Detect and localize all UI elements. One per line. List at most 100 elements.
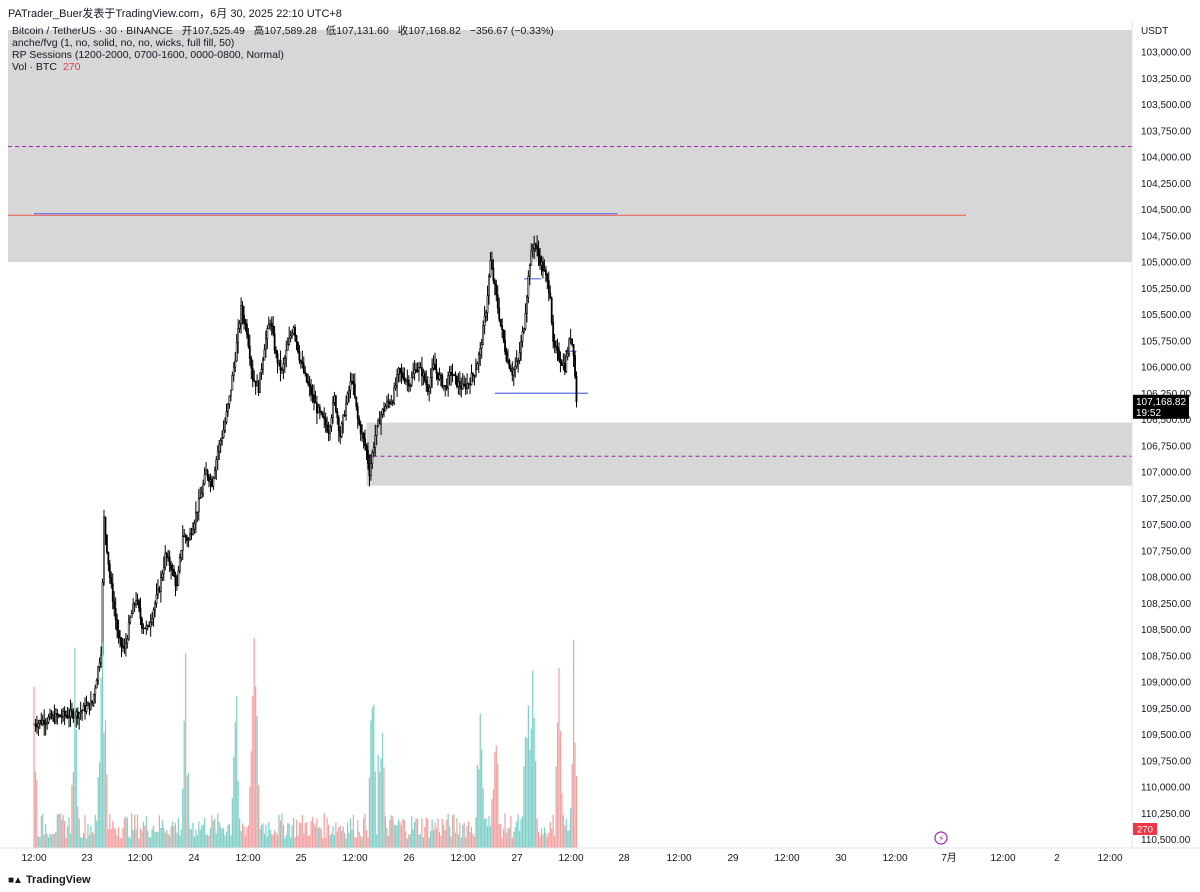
candle-body	[355, 396, 358, 407]
candle-body	[362, 432, 365, 439]
volume-bar	[120, 837, 123, 848]
ohlc-legend-row[interactable]: Bitcoin / TetherUS · 30 · BINANCE 开107,5…	[12, 25, 554, 37]
volume-bar	[202, 824, 204, 848]
high-label: 高	[253, 25, 265, 37]
volume-bar	[396, 824, 398, 848]
volume-bar	[377, 754, 379, 848]
candle-body	[448, 372, 451, 376]
candle-body	[46, 721, 49, 724]
volume-label[interactable]: Vol · BTC	[12, 61, 57, 73]
volume-bar	[376, 834, 378, 848]
volume-bar	[419, 833, 422, 848]
volume-bar	[196, 834, 198, 848]
candle-body	[416, 370, 419, 372]
symbol-label[interactable]: Bitcoin / TetherUS · 30 · BINANCE	[12, 25, 173, 37]
indicator-sessions-label[interactable]: RP Sessions (1200-2000, 0700-1600, 0000-…	[12, 49, 284, 61]
volume-bar	[438, 832, 441, 848]
volume-bar	[256, 716, 258, 848]
volume-bar	[310, 820, 312, 848]
candle-body	[251, 367, 254, 381]
volume-bar	[109, 814, 111, 848]
candle-body	[337, 417, 340, 432]
volume-bar	[352, 814, 354, 848]
close-label: 收	[397, 25, 409, 37]
volume-bar	[572, 639, 575, 848]
candle-body	[387, 400, 390, 403]
candle-body	[314, 401, 317, 404]
fvg-zone	[366, 422, 1132, 486]
volume-bar	[113, 827, 115, 848]
candle-body	[184, 534, 187, 539]
volume-bar	[443, 824, 445, 848]
candle-body	[442, 384, 445, 388]
volume-bar	[479, 713, 481, 848]
candle-body	[275, 350, 277, 354]
volume-bar	[47, 837, 50, 848]
candle-body	[56, 713, 59, 717]
volume-bar	[131, 813, 133, 848]
volume-bar	[119, 838, 121, 848]
candle-body	[132, 603, 135, 614]
volume-bar	[82, 832, 85, 848]
change-value: −356.67 (−0.33%)	[469, 25, 554, 37]
volume-bar	[390, 815, 392, 848]
volume-bar	[148, 836, 150, 848]
candle-body	[187, 539, 190, 542]
candle-body	[508, 359, 511, 369]
candle-body	[244, 322, 247, 325]
price-tick-label: 104,500.00	[1141, 205, 1191, 216]
indicator-volume[interactable]: Vol · BTC 270	[12, 61, 554, 73]
volume-bar	[180, 829, 182, 848]
indicator-fvg-label[interactable]: anche/fvg (1, no, solid, no, no, wicks, …	[12, 37, 235, 49]
indicator-fvg[interactable]: anche/fvg (1, no, solid, no, no, wicks, …	[12, 37, 554, 49]
volume-bar	[169, 835, 171, 848]
volume-bar	[514, 827, 516, 848]
volume-bar	[206, 834, 209, 848]
candle-body	[332, 402, 334, 419]
candle-body	[399, 368, 401, 373]
time-tick-label: 12:00	[450, 853, 475, 864]
candle-body	[435, 369, 438, 373]
candle-body	[276, 353, 279, 364]
volume-bar	[39, 837, 41, 848]
alert-lightning-icon[interactable]	[934, 831, 948, 845]
volume-bar	[309, 835, 311, 848]
volume-bar	[424, 826, 426, 848]
price-axis-currency[interactable]: USDT	[1141, 26, 1168, 37]
candle-body	[438, 374, 441, 380]
candle-body	[450, 372, 452, 375]
volume-bar	[71, 784, 73, 848]
volume-bar	[246, 827, 248, 848]
candle-body	[563, 363, 566, 372]
volume-bar	[462, 824, 464, 848]
volume-bar	[170, 826, 172, 848]
candle-body	[52, 714, 54, 718]
candle-body	[234, 360, 237, 368]
volume-bar	[142, 821, 144, 848]
volume-bar	[446, 819, 448, 848]
volume-bar	[163, 828, 165, 848]
candle-body	[432, 363, 435, 369]
volume-bar	[322, 838, 324, 848]
candle-body	[122, 645, 124, 648]
volume-bar	[517, 814, 519, 848]
candle-body	[375, 425, 378, 436]
candle-body	[62, 710, 65, 718]
candle-body	[298, 351, 301, 361]
volume-bar	[411, 816, 413, 848]
volume-bar	[316, 818, 318, 848]
volume-bar	[263, 833, 266, 848]
candle-body	[307, 381, 310, 385]
candle-body	[349, 381, 352, 391]
volume-bar	[360, 836, 362, 848]
indicator-sessions[interactable]: RP Sessions (1200-2000, 0700-1600, 0000-…	[12, 49, 554, 61]
candle-body	[237, 328, 240, 344]
volume-bar	[520, 818, 522, 848]
candle-body	[559, 359, 562, 364]
candle-body	[333, 395, 336, 403]
candle-body	[316, 402, 318, 414]
price-tick-label: 110,250.00	[1141, 809, 1191, 820]
volume-bar	[134, 814, 136, 848]
volume-bar	[259, 828, 261, 848]
